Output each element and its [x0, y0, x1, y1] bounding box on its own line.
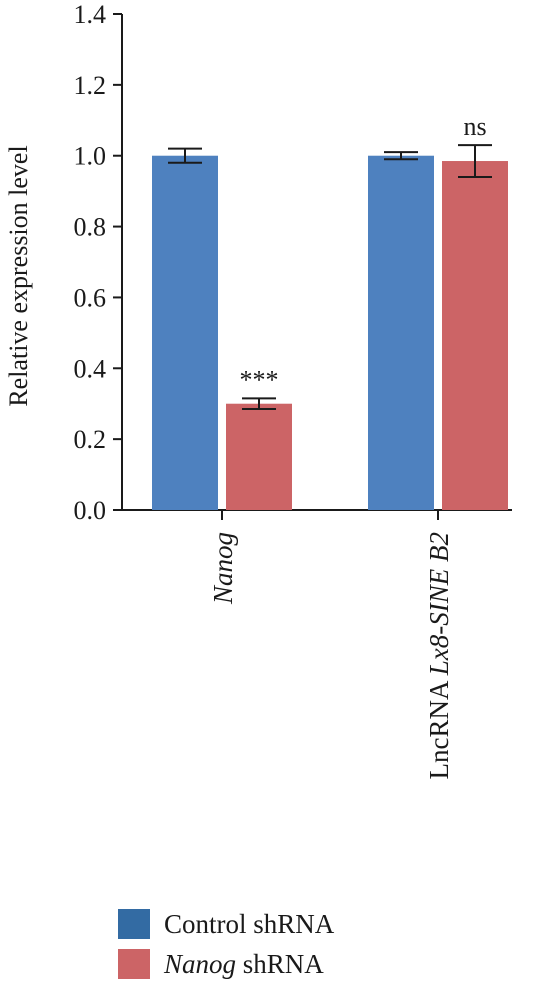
- bar-control-1: [368, 155, 434, 510]
- bar-nanog-1: [442, 161, 508, 510]
- legend-label-nanog: Nanog shRNA: [164, 948, 324, 979]
- y-tick-label: 0.8: [74, 213, 107, 242]
- legend-item-control: Control shRNA: [118, 904, 334, 944]
- x-tick-label-1: LncRNA Lx8-SINE B2: [424, 532, 454, 779]
- bars: [152, 144, 508, 510]
- y-tick-label: 0.6: [74, 283, 107, 312]
- significance-label: ***: [240, 365, 279, 394]
- legend-label-control: Control shRNA: [164, 908, 335, 939]
- y-tick-label: 0.2: [74, 425, 107, 454]
- labels: 0.0 0.2 0.4 0.6 0.8 1.0 1.2 1.4 Relative express…: [4, 0, 487, 779]
- y-tick-label: 0.4: [74, 354, 107, 383]
- bar-nanog-0: [226, 403, 292, 510]
- y-tick-label: 1.0: [74, 142, 107, 171]
- y-tick-label: 0.0: [74, 496, 107, 525]
- legend-item-nanog: Nanog shRNA: [118, 944, 334, 984]
- y-axis-label: Relative expression level: [4, 145, 33, 406]
- legend-swatch-nanog: [118, 949, 150, 979]
- x-tick-label-0: Nanog: [208, 532, 238, 605]
- legend-swatch-control: [118, 909, 150, 939]
- y-tick-label: 1.2: [74, 71, 107, 100]
- bar-control-0: [152, 155, 218, 510]
- y-tick-label: 1.4: [74, 0, 107, 29]
- legend: Control shRNA Nanog shRNA: [118, 904, 334, 984]
- significance-label: ns: [463, 112, 486, 141]
